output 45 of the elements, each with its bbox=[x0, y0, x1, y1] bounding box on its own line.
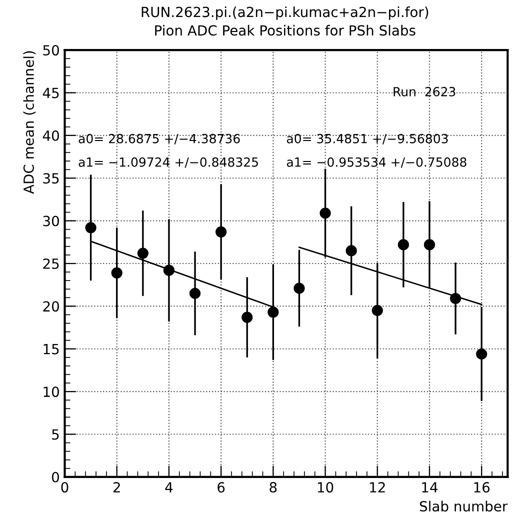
x-tick-label: 10 bbox=[318, 482, 334, 493]
point bbox=[424, 239, 436, 250]
y-tick-label: 45 bbox=[42, 88, 59, 98]
point bbox=[268, 306, 279, 318]
point bbox=[476, 348, 488, 360]
point bbox=[85, 222, 96, 234]
point bbox=[242, 312, 253, 323]
y-tick-label: 50 bbox=[43, 45, 59, 56]
annotation: a1= −1.09724 +/−0.848325 bbox=[78, 157, 258, 168]
x-tick-label: 6 bbox=[218, 482, 225, 493]
x-tick-label: 2 bbox=[113, 482, 120, 492]
point bbox=[189, 288, 201, 299]
y-axis-title: ADC mean (channel) bbox=[23, 51, 36, 194]
y-tick-label: 0 bbox=[52, 472, 59, 482]
y-tick-label: 35 bbox=[43, 173, 59, 184]
y-tick-label: 20 bbox=[43, 301, 59, 312]
x-tick-label: 4 bbox=[165, 482, 173, 492]
y-tick-label: 10 bbox=[44, 386, 59, 398]
x-tick-label: 14 bbox=[422, 482, 438, 492]
y-tick-label: 25 bbox=[43, 258, 59, 269]
x-axis-title: Slab number bbox=[420, 500, 508, 512]
y-tick-label: 15 bbox=[44, 344, 59, 354]
point bbox=[294, 282, 305, 294]
annotation: Run 2623 bbox=[394, 86, 456, 96]
annotation: a0= 28.6875 +/−4.38736 bbox=[78, 134, 240, 144]
chart-subtitle: Pion ADC Peak Positions for PSh Slabs bbox=[155, 24, 416, 36]
x-tick-label: 16 bbox=[474, 482, 490, 493]
point bbox=[398, 239, 409, 250]
y-tick-label: 40 bbox=[42, 130, 59, 141]
point bbox=[320, 208, 331, 219]
x-tick-label: 12 bbox=[370, 482, 385, 492]
annotation: a1= −0.953534 +/−0.75088 bbox=[286, 157, 466, 168]
point bbox=[450, 292, 462, 304]
point bbox=[111, 267, 122, 278]
annotation: a0= 35.4851 +/−9.56803 bbox=[286, 134, 448, 144]
y-tick-label: 30 bbox=[43, 216, 59, 226]
x-tick-label: 0 bbox=[61, 482, 68, 493]
x-tick-label: 8 bbox=[270, 482, 277, 493]
point bbox=[372, 304, 383, 316]
y-tick-label: 5 bbox=[52, 429, 59, 440]
point bbox=[216, 226, 227, 238]
point bbox=[346, 245, 357, 256]
point bbox=[163, 264, 175, 276]
point bbox=[137, 248, 148, 259]
chart-title: RUN.2623.pi.(a2n−pi.kumac+a2n−pi.for) bbox=[142, 6, 428, 20]
